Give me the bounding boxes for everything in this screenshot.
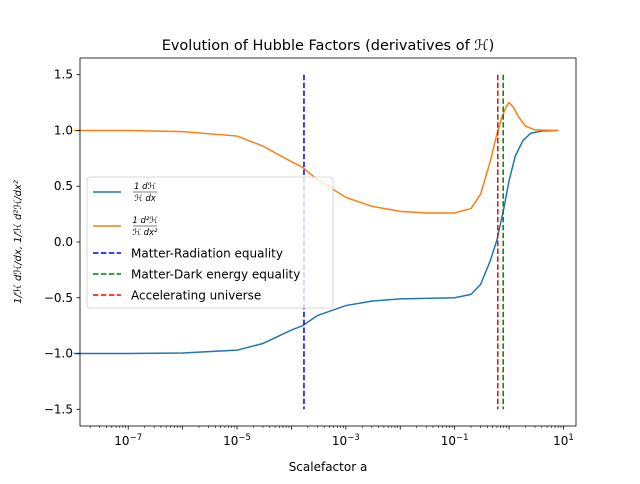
x-tick-label-4: 10−1 [441, 433, 469, 448]
y-tick-label-5: 0.5 [54, 179, 73, 193]
y-tick-label-2: −1.0 [44, 347, 73, 361]
legend-label-5: Accelerating universe [131, 289, 261, 303]
x-tick-label-2: 10−5 [223, 433, 251, 448]
svg-text:1/ℋ dℋ/dx, 1/ℋ d²ℋ/dx²: 1/ℋ dℋ/dx, 1/ℋ d²ℋ/dx² [13, 180, 24, 304]
legend-label-4: Matter-Dark energy equality [131, 268, 300, 282]
legend-label-den-1: ℋ dx [134, 194, 156, 204]
series-line-1 [73, 129, 559, 355]
y-tick-label-4: 0.0 [54, 235, 73, 249]
legend-label-3: Matter-Radiation equality [131, 247, 283, 261]
x-tick-label-1: 10−7 [114, 433, 142, 448]
y-axis-label: 1/ℋ dℋ/dx, 1/ℋ d²ℋ/dx² [13, 180, 24, 304]
legend-label-num-2: 1 d²ℋ [132, 216, 158, 226]
x-tick-label-5: 101 [553, 433, 574, 448]
legend-label-den-2: ℋ dx² [133, 228, 159, 238]
plot-area: −1.5 −1.0 −0.5 0.0 0.5 1.0 1.5 10−7 10−5 10−3 10−1… [44, 57, 577, 448]
y-tick-label-3: −0.5 [44, 291, 73, 305]
chart-title: Evolution of Hubble Factors (derivatives… [162, 38, 495, 54]
x-tick-label-3: 10−3 [332, 433, 360, 448]
y-tick-label-6: 1.0 [54, 123, 73, 137]
y-tick-label-1: −1.5 [44, 402, 73, 416]
y-tick-label-7: 1.5 [54, 68, 73, 82]
legend: 1 dℋ ℋ dx 1 d²ℋ ℋ dx² Matter-Radiation equal… [86, 176, 334, 309]
x-axis-label: Scalefactor a [289, 460, 368, 474]
legend-label-num-1: 1 dℋ [134, 182, 157, 192]
legend-box [86, 176, 334, 309]
series-line-2 [73, 101, 559, 214]
